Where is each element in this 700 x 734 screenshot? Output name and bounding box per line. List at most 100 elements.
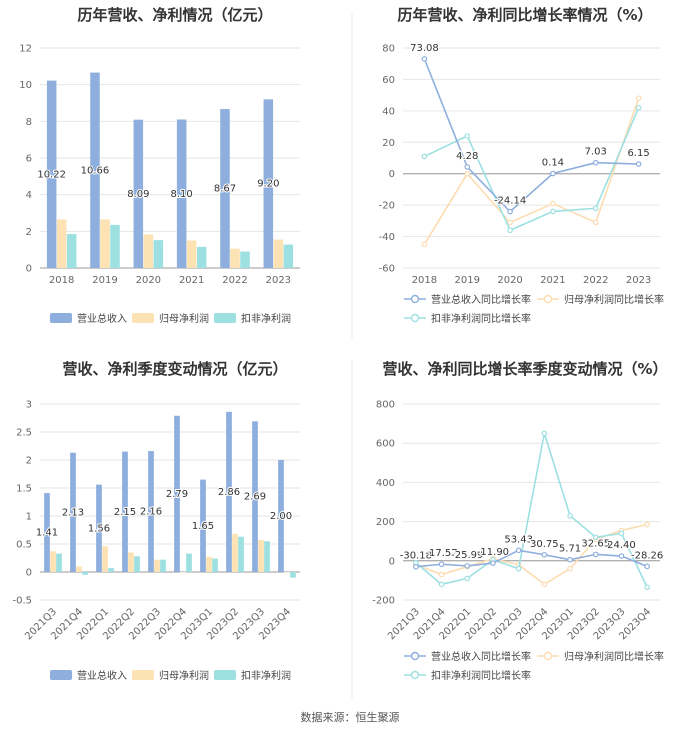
series-point	[550, 170, 556, 177]
bar-net-profit	[258, 540, 264, 572]
bar-net-profit	[76, 566, 82, 572]
line-data-label: 0.14	[542, 157, 564, 168]
line-data-label: 53.43	[504, 534, 533, 545]
bar-revenue	[90, 72, 100, 268]
series-point	[618, 530, 625, 537]
series-point	[464, 563, 471, 569]
legend-marker	[410, 651, 420, 661]
legend-marker	[543, 294, 553, 304]
series-point	[635, 161, 642, 167]
legend-label: 归母净利润	[159, 669, 209, 682]
series-point	[592, 159, 599, 166]
series-point	[567, 565, 573, 572]
bar-data-label: 1.65	[192, 521, 214, 532]
bar-net-profit	[56, 219, 67, 268]
line-data-label: 4.28	[456, 151, 478, 162]
bar-data-label: 2.86	[218, 487, 240, 498]
bar-deducted-profit	[134, 556, 140, 572]
bar-deducted-profit	[283, 244, 294, 268]
bar-deducted-profit	[66, 234, 77, 268]
bar-revenue	[176, 119, 187, 268]
bar-revenue	[220, 109, 230, 268]
y-tick-label: -20	[379, 201, 395, 212]
bar-revenue	[174, 415, 180, 572]
legend-swatch	[132, 313, 154, 323]
y-tick-label: -40	[379, 232, 395, 243]
y-tick-label: 0	[26, 568, 32, 579]
y-tick-label: 0	[26, 264, 32, 275]
line-data-label: 73.08	[410, 43, 439, 54]
bar-net-profit	[50, 551, 56, 572]
bar-deducted-profit	[212, 558, 218, 572]
bar-data-label: 2.16	[140, 507, 162, 518]
bar-data-label: 1.41	[36, 528, 58, 539]
series-point	[635, 95, 642, 102]
series-point	[421, 241, 428, 248]
series-point	[421, 56, 428, 62]
chart-title-annual-values: 历年营收、净利情况（亿元）	[77, 6, 272, 24]
series-point	[567, 556, 573, 563]
legend-swatch	[214, 670, 236, 680]
y-tick-label: 1	[26, 512, 32, 523]
series-point	[644, 563, 650, 570]
annual-values-chart: 0 2 4 6 8 10 12 2018 2019 2020 2021 2022 2023 10.22 10…	[19, 44, 300, 325]
y-tick-label: 600	[376, 439, 395, 450]
bar-revenue	[70, 452, 76, 572]
quarterly-growth-chart: -20002004006008002021Q32021Q42022Q12022Q…	[372, 400, 664, 683]
y-tick-label: 0	[389, 556, 395, 567]
legend-label: 归母净利润同比增长率	[564, 650, 664, 663]
chart-title-annual-growth: 历年营收、净利同比增长率情况（%）	[397, 6, 652, 24]
y-tick-label: 2	[26, 456, 32, 467]
line-data-label: 32.65	[581, 538, 610, 549]
y-tick-label: 2.5	[16, 428, 32, 439]
y-tick-label: 1.5	[16, 484, 32, 495]
y-tick-label: 20	[382, 138, 395, 149]
series-point	[464, 575, 471, 582]
series-point	[541, 430, 548, 437]
bar-revenue	[226, 411, 232, 572]
x-tick-label: 2018	[49, 275, 74, 286]
series-point	[644, 521, 650, 528]
y-tick-label: 800	[376, 400, 395, 411]
line-data-label: -25.99	[451, 550, 483, 561]
bar-net-profit	[273, 239, 284, 268]
bar-deducted-profit	[238, 536, 244, 572]
series-point	[438, 571, 445, 578]
bar-net-profit	[128, 552, 134, 572]
legend-label: 营业总收入	[77, 669, 127, 682]
bar-revenue	[44, 493, 50, 572]
series-point	[507, 208, 513, 215]
y-tick-label: 0	[389, 169, 395, 180]
series-line-revenue-growth	[415, 549, 648, 568]
y-tick-label: 0.5	[16, 540, 32, 551]
series-point	[550, 208, 556, 215]
bar-net-profit	[143, 234, 154, 268]
bar-net-profit	[230, 248, 240, 268]
x-tick-label: 2023	[626, 275, 651, 286]
legend-label: 扣非净利润同比增长率	[431, 312, 531, 325]
chart-title-quarterly-values: 营收、净利季度变动情况（亿元）	[62, 360, 287, 378]
bar-net-profit	[232, 533, 238, 572]
bar-revenue	[122, 451, 128, 572]
bar-data-label: 8.10	[171, 189, 193, 200]
y-tick-label: 40	[382, 106, 395, 117]
bar-net-profit	[154, 559, 160, 572]
bar-data-label: 2.69	[244, 492, 266, 503]
x-tick-label: 2019	[92, 275, 117, 286]
bar-net-profit	[180, 572, 186, 573]
series-point	[644, 584, 650, 591]
bar-deducted-profit	[153, 240, 164, 268]
bar-deducted-profit	[186, 553, 192, 572]
series-point	[515, 565, 522, 572]
legend-label: 归母净利润	[159, 312, 209, 325]
y-tick-label: 8	[26, 117, 32, 128]
bar-deducted-profit	[108, 568, 114, 572]
legend-swatch	[214, 313, 236, 323]
line-data-label: 30.75	[530, 539, 559, 550]
bar-data-label: 2.13	[62, 507, 84, 518]
legend-label: 营业总收入	[77, 312, 127, 325]
x-tick-label: 2020	[136, 275, 161, 286]
series-line-deducted-growth	[415, 433, 648, 588]
x-tick-label: 2021	[179, 275, 204, 286]
